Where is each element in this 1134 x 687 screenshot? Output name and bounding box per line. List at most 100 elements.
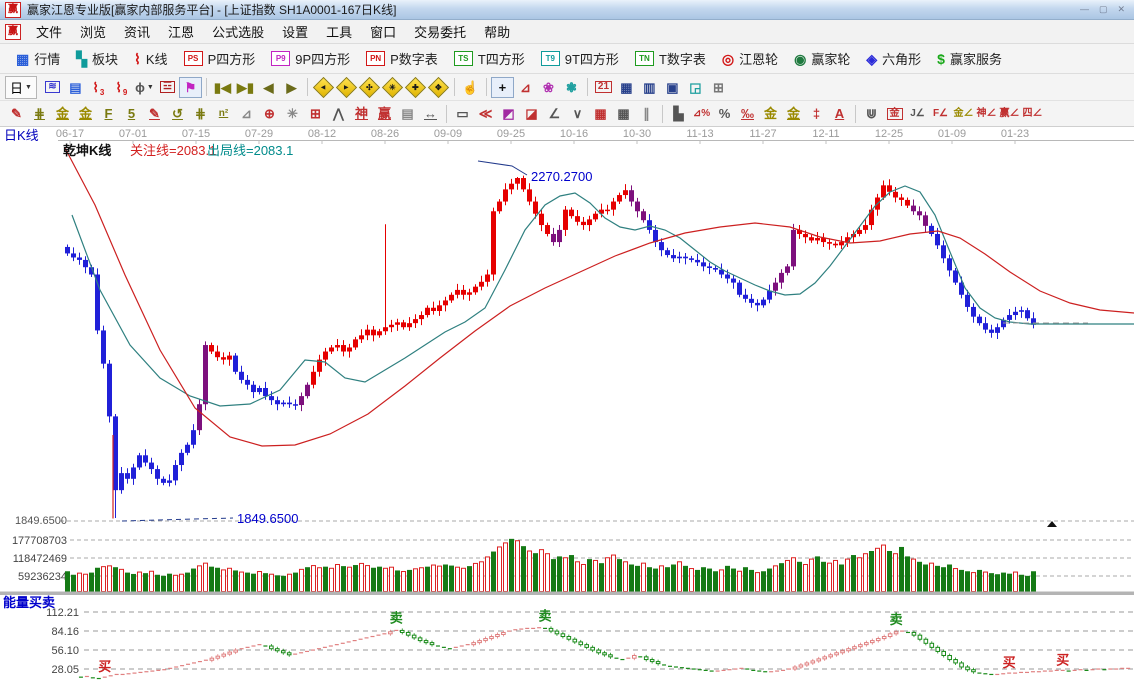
menu-item-news[interactable]: 资讯 xyxy=(124,25,151,40)
menu-item-trade-order[interactable]: 交易委托 xyxy=(414,25,467,40)
hand-tool-button[interactable]: ☝ xyxy=(459,77,482,98)
gold-ratio-circle-button[interactable]: 金 xyxy=(759,103,782,124)
cycle-3-button[interactable]: ⌇ 3 xyxy=(92,79,105,97)
menu-item-browse[interactable]: 浏览 xyxy=(80,25,107,40)
calculator-button[interactable]: ▦ xyxy=(615,77,638,98)
color-histogram-button[interactable]: ⚑ xyxy=(178,76,202,98)
toolbar-item-quotes[interactable]: ▦ 行情 xyxy=(8,49,68,68)
toolbar-item-sectors[interactable]: ▚ 板块 xyxy=(68,49,126,68)
arrow-scale-button[interactable]: ↔ xyxy=(419,103,442,124)
gann-diamond-expand-button[interactable]: ✣ xyxy=(358,76,381,98)
capsule-tool-button[interactable]: ϕ ▼ xyxy=(133,77,156,98)
pattern-box-button[interactable]: ☲ xyxy=(156,77,179,98)
percent-fan-button[interactable]: ⊿% xyxy=(690,103,713,124)
kline-chart-svg[interactable]: 06-17 07-01 07-15 07-29 08-12 08-26 09-09 09-25… xyxy=(0,127,1134,682)
grid-123-button[interactable]: ▤ xyxy=(396,103,419,124)
period-daily-dropdown[interactable]: 日 ▼ xyxy=(5,75,37,99)
toolbar-item-winner-service[interactable]: $ 赢家服务 xyxy=(929,49,1010,68)
fan-lines-button[interactable]: ≪ xyxy=(474,103,497,124)
minimize-button[interactable]: — xyxy=(1079,4,1089,14)
menu-item-help[interactable]: 帮助 xyxy=(484,25,511,40)
toolbar-item-t-square[interactable]: TS T四方形 xyxy=(446,49,533,68)
chart-area[interactable]: 06-17 07-01 07-15 07-29 08-12 08-26 09-09 09-25… xyxy=(0,127,1134,682)
pen-scale-button[interactable]: ✎ xyxy=(143,103,166,124)
gann-diamond-right-button[interactable]: ▸ xyxy=(335,76,358,98)
ruler-tool-button[interactable]: ⋕ xyxy=(28,103,51,124)
circle-scale-button[interactable]: ↺ xyxy=(166,103,189,124)
menu-item-gann[interactable]: 江恩 xyxy=(168,25,195,40)
star-tool-button[interactable]: ✳ xyxy=(281,103,304,124)
protractor-button[interactable]: ⊿ xyxy=(235,103,258,124)
menu-item-settings[interactable]: 设置 xyxy=(282,25,309,40)
gold-angle-button[interactable]: 金∠ xyxy=(952,103,975,124)
four-angle-button[interactable]: 四∠ xyxy=(1021,103,1044,124)
toolbar-item-winner-wheel[interactable]: ◉ 赢家轮 xyxy=(786,49,858,68)
fan-box-button[interactable]: ◪ xyxy=(520,103,543,124)
flag-pen-button[interactable]: ‡ xyxy=(805,103,828,124)
toolbar-item-9p-square[interactable]: P9 9P四方形 xyxy=(263,49,358,68)
angle-lines-button[interactable]: ∠ xyxy=(543,103,566,124)
vee-lines-button[interactable]: ∨ xyxy=(566,103,589,124)
report-doc-button[interactable]: ▥ xyxy=(638,77,661,98)
menu-item-window[interactable]: 窗口 xyxy=(370,25,397,40)
knot-tool-button[interactable]: ❀ xyxy=(537,77,560,98)
parallel-lines-button[interactable]: ∥ xyxy=(635,103,658,124)
menu-item-tools[interactable]: 工具 xyxy=(326,25,353,40)
grid-red-button[interactable]: ▦ xyxy=(589,103,612,124)
f-angle-button[interactable]: F∠ xyxy=(929,103,952,124)
menu-item-file[interactable]: 文件 xyxy=(36,25,63,40)
ying-angle-button[interactable]: 赢∠ xyxy=(998,103,1021,124)
nav-last-button[interactable]: ▶▮ xyxy=(234,77,257,98)
j-angle-button[interactable]: J∠ xyxy=(906,103,929,124)
a-wave-button[interactable]: A xyxy=(828,103,851,124)
gann-diamond-cross-button[interactable]: ✚ xyxy=(404,76,427,98)
toolbar-item-t-number-table[interactable]: TN T数字表 xyxy=(627,49,714,68)
toolbar-item-kline[interactable]: ⌇ K线 xyxy=(126,49,176,68)
k-note-button[interactable]: ⋀ xyxy=(327,103,350,124)
save-disk-button[interactable]: ▣ xyxy=(661,77,684,98)
fan-fill-box-button[interactable]: ◩ xyxy=(497,103,520,124)
grid-circle-button[interactable]: ⊞ xyxy=(304,103,327,124)
percent-button[interactable]: % xyxy=(713,103,736,124)
gold-box-button[interactable]: 金 xyxy=(883,103,906,124)
gann-diamond-star-button[interactable]: ✳ xyxy=(381,76,404,98)
five-scale-button[interactable]: 5 xyxy=(120,103,143,124)
cycle-9-button[interactable]: ⌇ 9 xyxy=(115,79,128,97)
toolbar-item-hexagon[interactable]: ◈ 六角形 xyxy=(858,49,929,68)
kline-style-box-button[interactable]: ≋ xyxy=(41,77,64,98)
plain-scale-button[interactable]: ⋕ xyxy=(189,103,212,124)
rect-tool-button[interactable]: ▭ xyxy=(451,103,474,124)
menu-item-formula-stock-pick[interactable]: 公式选股 xyxy=(212,25,265,40)
toolbar-item-p-number-table[interactable]: PN P数字表 xyxy=(358,49,446,68)
close-button[interactable]: ✕ xyxy=(1117,4,1125,14)
pen-tool-button[interactable]: ✎ xyxy=(5,103,28,124)
percent-line-button[interactable]: ‰ xyxy=(736,103,759,124)
window-controls[interactable]: — ▢ ✕ xyxy=(1080,4,1129,15)
gold-ratio-line-button[interactable]: 金 xyxy=(782,103,805,124)
gold-scale-1-button[interactable]: 金 xyxy=(51,103,74,124)
cup-tool-button[interactable]: ⋓ xyxy=(860,103,883,124)
shen-scale-button[interactable]: 神 xyxy=(350,103,373,124)
compass-tool-button[interactable]: ⊕ xyxy=(258,103,281,124)
gann-diamond-move-button[interactable]: ✥ xyxy=(427,76,450,98)
f-scale-button[interactable]: F xyxy=(97,103,120,124)
calendar-button[interactable]: 21 xyxy=(592,77,615,98)
gann-diamond-left-button[interactable]: ◂ xyxy=(312,76,335,98)
nav-first-button[interactable]: ▮◀ xyxy=(211,77,234,98)
toolbar-item-p-square[interactable]: PS P四方形 xyxy=(176,49,264,68)
gold-scale-2-button[interactable]: 金 xyxy=(74,103,97,124)
n2-scale-button[interactable]: n² xyxy=(212,103,235,124)
toolbar-item-9t-square[interactable]: T9 9T四方形 xyxy=(533,49,627,68)
order-cart-button[interactable]: ⊞ xyxy=(707,77,730,98)
ying-scale-button[interactable]: 赢 xyxy=(373,103,396,124)
nav-prev-button[interactable]: ◀ xyxy=(257,77,280,98)
grid-dark-button[interactable]: ▦ xyxy=(612,103,635,124)
web-export-button[interactable]: ◲ xyxy=(684,77,707,98)
network-tool-button[interactable]: ❃ xyxy=(560,77,583,98)
maximize-button[interactable]: ▢ xyxy=(1098,4,1108,14)
crosshair-tool-button[interactable]: + xyxy=(490,76,514,98)
toolbar-item-gann-wheel[interactable]: ◎ 江恩轮 xyxy=(714,49,786,68)
info-list-button[interactable]: ▤ xyxy=(64,77,87,98)
trendline-tool-button[interactable]: ⊿ xyxy=(514,77,537,98)
stats-bars-button[interactable]: ▙ xyxy=(667,103,690,124)
